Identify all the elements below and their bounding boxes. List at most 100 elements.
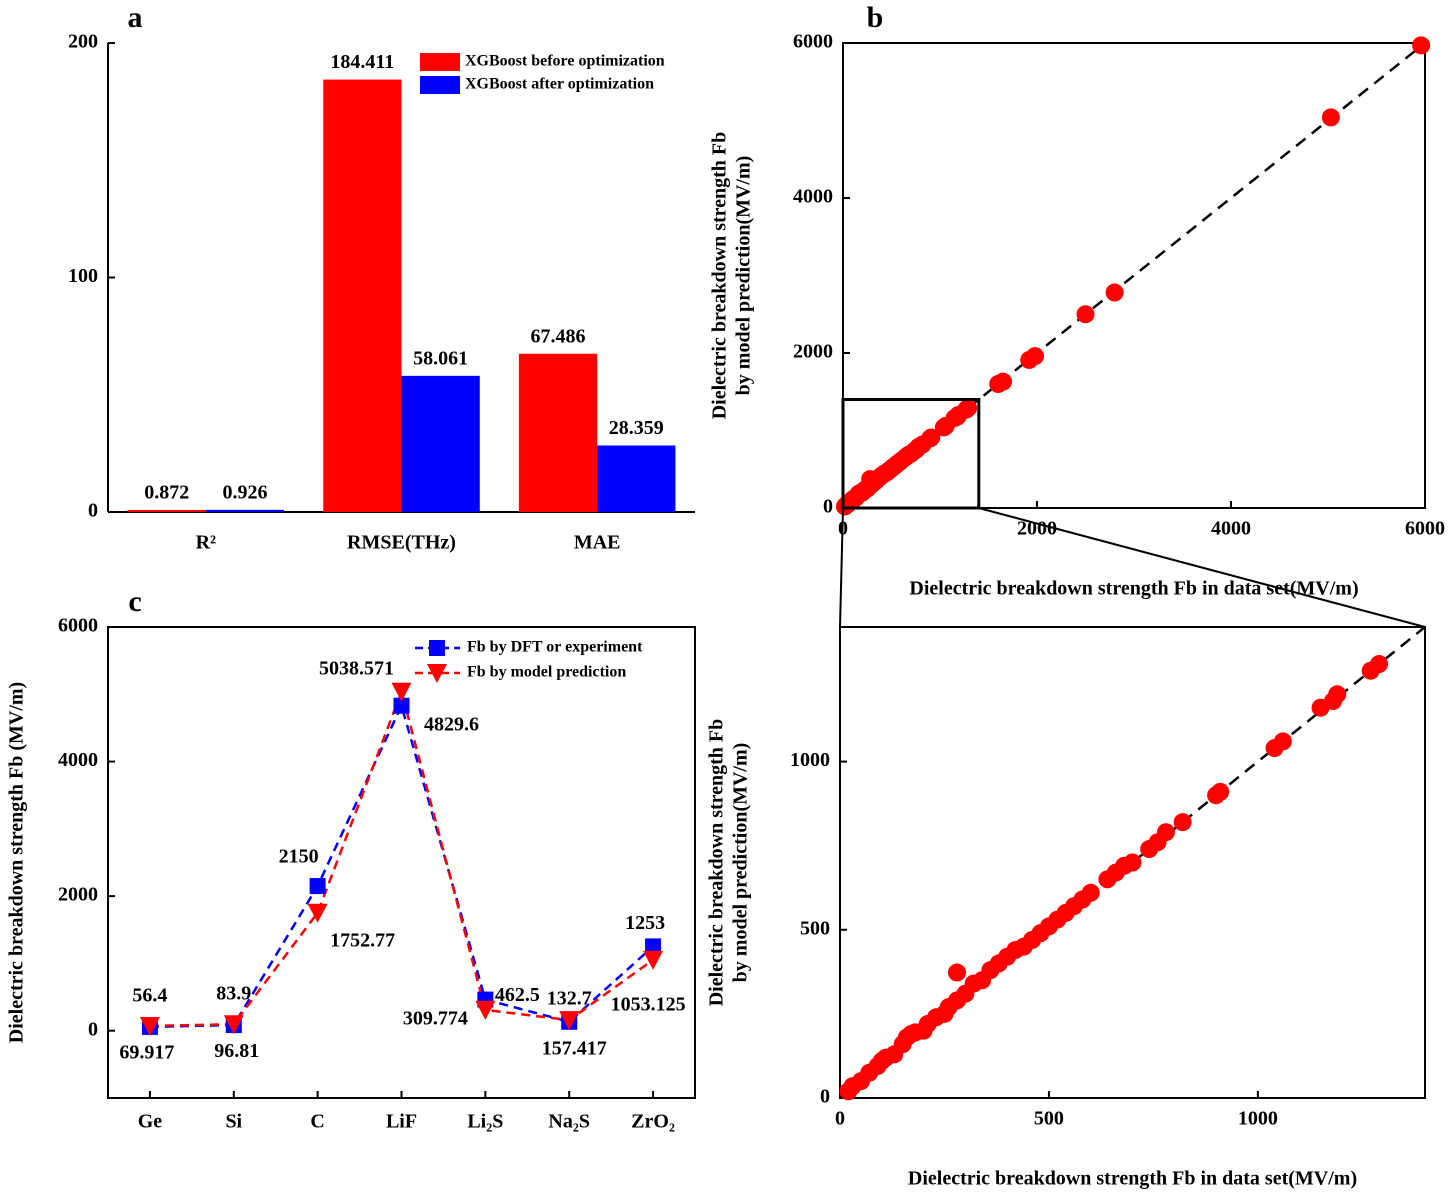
y-tick-label: 0: [88, 500, 98, 522]
value-label: 56.4: [132, 985, 167, 1007]
y-tick-label: 6000: [793, 31, 833, 53]
x-axis-label: Dielectric breakdown strength Fb in data…: [908, 1168, 1357, 1190]
value-label: 184.411: [330, 51, 394, 73]
value-label: 58.061: [413, 347, 468, 369]
y-tick-label: 0: [820, 1086, 830, 1108]
x-tick-label: C: [310, 1111, 324, 1133]
bar: [323, 79, 402, 512]
y-tick-label: 6000: [58, 615, 98, 637]
y-tick-label: 4000: [793, 186, 833, 208]
bar: [401, 375, 480, 512]
point: [1328, 685, 1347, 704]
marker: [307, 903, 328, 923]
value-label: 0.926: [222, 481, 267, 503]
marker: [643, 950, 664, 970]
value-label: 83.9: [216, 983, 251, 1005]
value-label: 132.7: [547, 987, 592, 1009]
series-line: [149, 687, 654, 1028]
x-tick-label: RMSE(THz): [347, 532, 456, 554]
x-tick-label: Ge: [138, 1111, 163, 1133]
point: [959, 399, 978, 418]
value-label: 28.359: [609, 417, 664, 439]
point: [1321, 108, 1340, 127]
x-tick-label: Na₂S: [548, 1111, 590, 1133]
value-label: 69.917: [119, 1042, 174, 1064]
x-tick-label: 4000: [1211, 518, 1251, 540]
value-label: 67.486: [531, 325, 586, 347]
x-tick-label: 1000: [1238, 1108, 1278, 1130]
marker: [559, 1011, 580, 1031]
point: [1076, 305, 1095, 324]
series-line: [149, 702, 654, 1029]
point: [1105, 283, 1124, 302]
y-axis-label: Dielectric breakdown strength Fb (MV/m): [6, 682, 28, 1043]
y-axis-label: Dielectric breakdown strength Fb: [709, 132, 731, 420]
value-label: 1253: [625, 912, 665, 934]
value-label: 0.872: [144, 482, 189, 504]
x-tick-label: 500: [1034, 1108, 1064, 1130]
zoom-connector: [839, 507, 844, 628]
bar: [205, 509, 285, 512]
x-tick-label: Li₂S: [467, 1111, 503, 1133]
x-tick-label: R²: [196, 532, 216, 554]
x-tick-label: MAE: [574, 532, 621, 554]
point: [1273, 732, 1292, 751]
value-label: 2150: [279, 846, 319, 868]
bar: [518, 353, 598, 512]
marker: [391, 682, 412, 702]
y-tick-label: 2000: [793, 341, 833, 363]
legend-label: Fb by DFT or experiment: [467, 639, 643, 656]
marker: [475, 1000, 496, 1020]
x-tick-label: ZrO₂: [631, 1111, 675, 1133]
value-label: 157.417: [542, 1038, 607, 1060]
point: [1081, 883, 1100, 902]
x-tick-label: 6000: [1405, 518, 1445, 540]
value-label: 462.5: [495, 984, 540, 1006]
x-tick-label: 2000: [1017, 518, 1057, 540]
point: [1211, 782, 1230, 801]
point: [994, 372, 1013, 391]
value-label: 5038.571: [319, 657, 394, 679]
point: [1026, 347, 1045, 366]
value-label: 1053.125: [611, 993, 686, 1015]
y-tick-label: 0: [88, 1018, 98, 1040]
value-label: 1752.77: [330, 929, 395, 951]
bar: [597, 445, 676, 512]
x-axis-label: Dielectric breakdown strength Fb in data…: [909, 578, 1358, 600]
y-tick-label: 500: [800, 917, 830, 939]
point: [1412, 36, 1431, 55]
marker: [309, 878, 326, 895]
value-label: 4829.6: [424, 713, 479, 735]
zoom-connector: [978, 507, 1426, 628]
plot-frame: [842, 42, 1426, 509]
y-tick-label: 1000: [790, 749, 830, 771]
y-tick-label: 100: [68, 265, 98, 287]
marker: [393, 697, 410, 714]
panel-label: a: [128, 1, 143, 34]
point: [922, 428, 941, 447]
legend-swatch: [420, 53, 460, 71]
value-label: 309.774: [403, 1007, 468, 1029]
point: [948, 963, 966, 982]
x-tick-label: 0: [835, 1108, 845, 1130]
legend-swatch: [420, 76, 460, 94]
legend-label: XGBoost after optimization: [465, 76, 654, 93]
y-tick-label: 4000: [58, 749, 98, 771]
bar: [127, 509, 206, 512]
marker: [139, 1017, 160, 1037]
marker: [429, 640, 445, 656]
legend-label: Fb by model prediction: [467, 664, 626, 681]
marker: [223, 1015, 244, 1035]
y-tick-label: 2000: [58, 884, 98, 906]
marker: [645, 938, 662, 955]
y-axis-label: by model prediction(MV/m): [730, 743, 752, 983]
zoom-box: [841, 398, 981, 510]
legend-label: XGBoost before optimization: [465, 53, 665, 70]
x-tick-label: Si: [225, 1111, 242, 1133]
point: [1123, 853, 1142, 872]
panel-label: c: [128, 585, 141, 618]
x-tick-label: LiF: [386, 1111, 417, 1133]
plot-frame: [839, 626, 1426, 1099]
value-label: 96.81: [214, 1040, 259, 1062]
